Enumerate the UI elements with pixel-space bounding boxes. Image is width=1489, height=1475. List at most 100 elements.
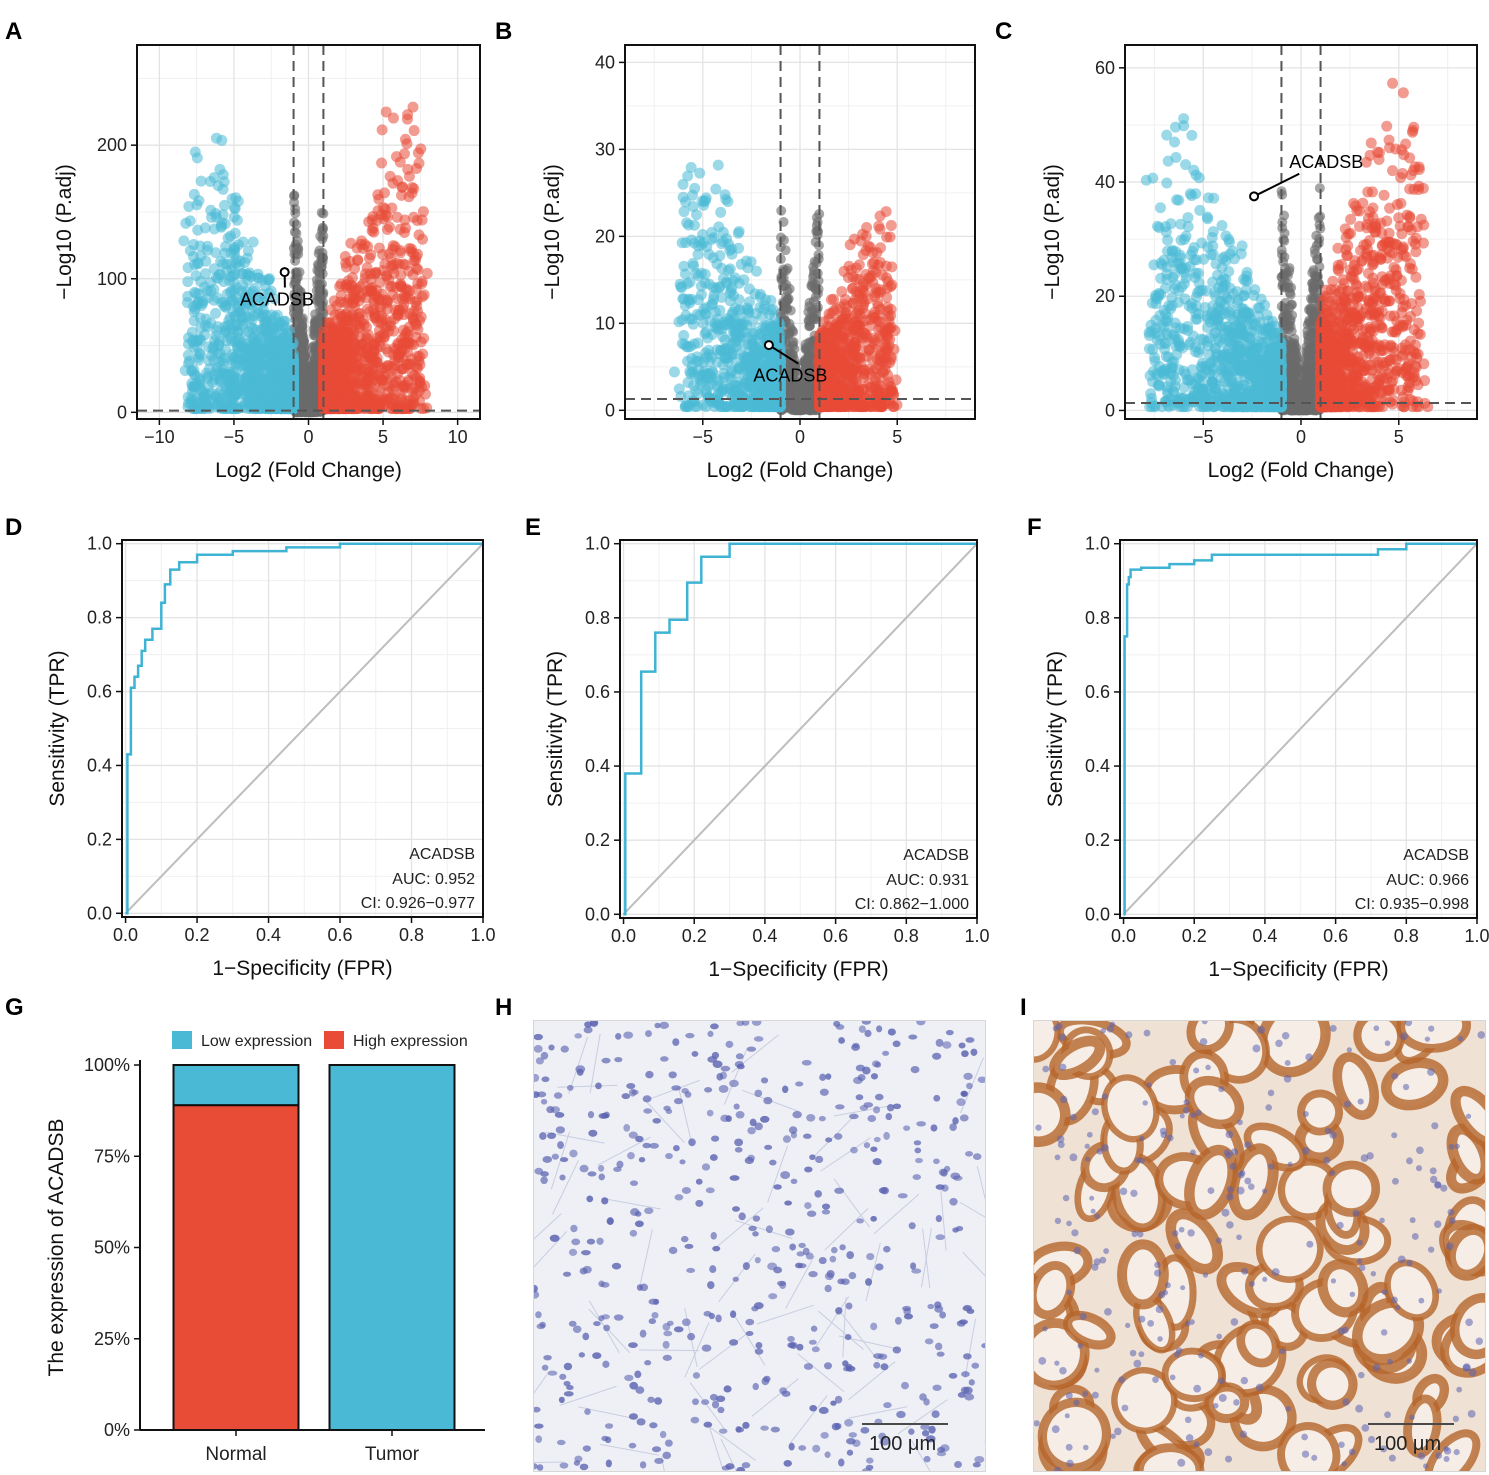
- cell-nucleus: [649, 1422, 658, 1429]
- cell-nucleus: [924, 1338, 934, 1345]
- cell-nucleus: [882, 1050, 890, 1056]
- cell-nucleus: [1244, 1141, 1252, 1149]
- cell-nucleus: [883, 1402, 892, 1409]
- histology-image-i: [1033, 1020, 1486, 1472]
- cell-nucleus: [621, 1093, 631, 1100]
- cell-nucleus: [874, 1093, 884, 1101]
- y-tick-label: 0: [605, 400, 615, 420]
- cell-nucleus: [534, 1463, 538, 1470]
- cell-nucleus: [1406, 1259, 1413, 1267]
- cell-nucleus: [1059, 1366, 1067, 1375]
- cell-nucleus: [571, 1238, 581, 1246]
- cell-nucleus: [581, 1249, 591, 1256]
- panel-label-f: F: [1027, 514, 1042, 541]
- cell-nucleus: [1187, 1229, 1195, 1237]
- cell-nucleus: [534, 1091, 540, 1098]
- cell-nucleus: [1202, 1272, 1209, 1278]
- cell-nucleus: [691, 1050, 699, 1057]
- cell-nucleus: [763, 1096, 773, 1105]
- cell-nucleus: [1233, 1399, 1240, 1406]
- cell-nucleus: [1138, 1315, 1146, 1323]
- cell-nucleus: [584, 1408, 591, 1415]
- cell-nucleus: [1285, 1406, 1292, 1412]
- cell-nucleus: [1118, 1376, 1126, 1384]
- cell-nucleus: [819, 1073, 827, 1082]
- cell-nucleus: [880, 1363, 889, 1371]
- cell-nucleus: [534, 1033, 543, 1041]
- cell-nucleus: [1114, 1427, 1122, 1436]
- x-tick-label: 1.0: [964, 926, 989, 946]
- cell-nucleus: [663, 1330, 673, 1337]
- cell-nucleus: [1423, 1463, 1429, 1469]
- y-axis-title: The expression of ACADSB: [45, 1119, 68, 1377]
- cell-nucleus: [839, 1244, 846, 1251]
- cell-nucleus: [768, 1293, 778, 1300]
- y-tick-label: 0.0: [1085, 904, 1110, 924]
- cell-nucleus: [798, 1242, 806, 1249]
- cell-nucleus: [636, 1418, 646, 1426]
- cell-nucleus: [725, 1040, 734, 1048]
- cell-nucleus: [1216, 1333, 1223, 1340]
- cell-nucleus: [887, 1028, 896, 1036]
- roc-auc-label: AUC: 0.931: [886, 872, 969, 889]
- cell-nucleus: [575, 1065, 586, 1074]
- cell-nucleus: [855, 1064, 866, 1072]
- cell-nucleus: [600, 1281, 610, 1288]
- cell-nucleus: [754, 1348, 764, 1355]
- cell-nucleus: [1166, 1134, 1174, 1142]
- cell-nucleus: [763, 1375, 771, 1383]
- cell-nucleus: [1457, 1035, 1464, 1042]
- x-axis-title: 1−Specificity (FPR): [212, 957, 392, 980]
- cell-nucleus: [1373, 1025, 1380, 1032]
- cell-nucleus: [603, 1324, 611, 1332]
- cell-nucleus: [684, 1243, 694, 1249]
- tissue-fiber: [897, 1399, 948, 1435]
- cell-nucleus: [546, 1106, 555, 1114]
- tissue-fiber: [911, 1440, 931, 1471]
- roc-ci-label: CI: 0.862−1.000: [855, 896, 969, 913]
- cell-nucleus: [754, 1089, 763, 1098]
- cell-nucleus: [796, 1343, 804, 1351]
- cell-nucleus: [541, 1364, 549, 1371]
- cell-nucleus: [1284, 1059, 1291, 1066]
- tissue-fiber: [601, 1197, 661, 1210]
- x-category-label: Normal: [205, 1444, 266, 1465]
- cell-nucleus: [1066, 1459, 1074, 1468]
- cell-nucleus: [873, 1106, 881, 1114]
- cell-nucleus: [681, 1087, 689, 1094]
- cell-nucleus: [579, 1164, 589, 1173]
- cell-nucleus: [639, 1461, 647, 1469]
- tissue-fiber: [716, 1207, 764, 1247]
- y-tick-label: 0: [117, 402, 127, 422]
- cell-nucleus: [912, 1174, 922, 1181]
- cell-nucleus: [741, 1462, 751, 1469]
- tissue-fiber: [678, 1087, 693, 1146]
- cell-nucleus: [1324, 1127, 1332, 1135]
- cell-nucleus: [1131, 1230, 1138, 1238]
- stacked-bar-chart-g: Normal Tumor 0% 25% 50% 75% 100% The expression…: [45, 1031, 485, 1465]
- cell-nucleus: [1178, 1226, 1185, 1233]
- cell-nucleus: [896, 1410, 906, 1419]
- cell-nucleus: [1418, 1297, 1425, 1304]
- cell-nucleus: [587, 1171, 597, 1177]
- cell-nucleus: [1193, 1384, 1202, 1393]
- plot-border: [121, 539, 484, 918]
- histology-image-h: [533, 1020, 986, 1472]
- tissue-fiber: [789, 1395, 828, 1444]
- cell-nucleus: [846, 1437, 856, 1445]
- tissue-fiber: [733, 1313, 766, 1366]
- cell-nucleus: [562, 1271, 572, 1277]
- cell-nucleus: [1440, 1184, 1448, 1192]
- cell-nucleus: [1356, 1258, 1363, 1264]
- cell-nucleus: [821, 1209, 831, 1215]
- cell-nucleus: [623, 1031, 634, 1039]
- cell-nucleus: [796, 1251, 805, 1257]
- cell-nucleus: [627, 1152, 635, 1160]
- cell-nucleus: [1391, 1177, 1399, 1185]
- cell-nucleus: [935, 1184, 945, 1190]
- cell-nucleus: [642, 1142, 651, 1149]
- scale-label-h: 100 μm: [869, 1433, 937, 1455]
- plot-border: [1119, 539, 1478, 919]
- cell-nucleus: [1431, 1122, 1439, 1130]
